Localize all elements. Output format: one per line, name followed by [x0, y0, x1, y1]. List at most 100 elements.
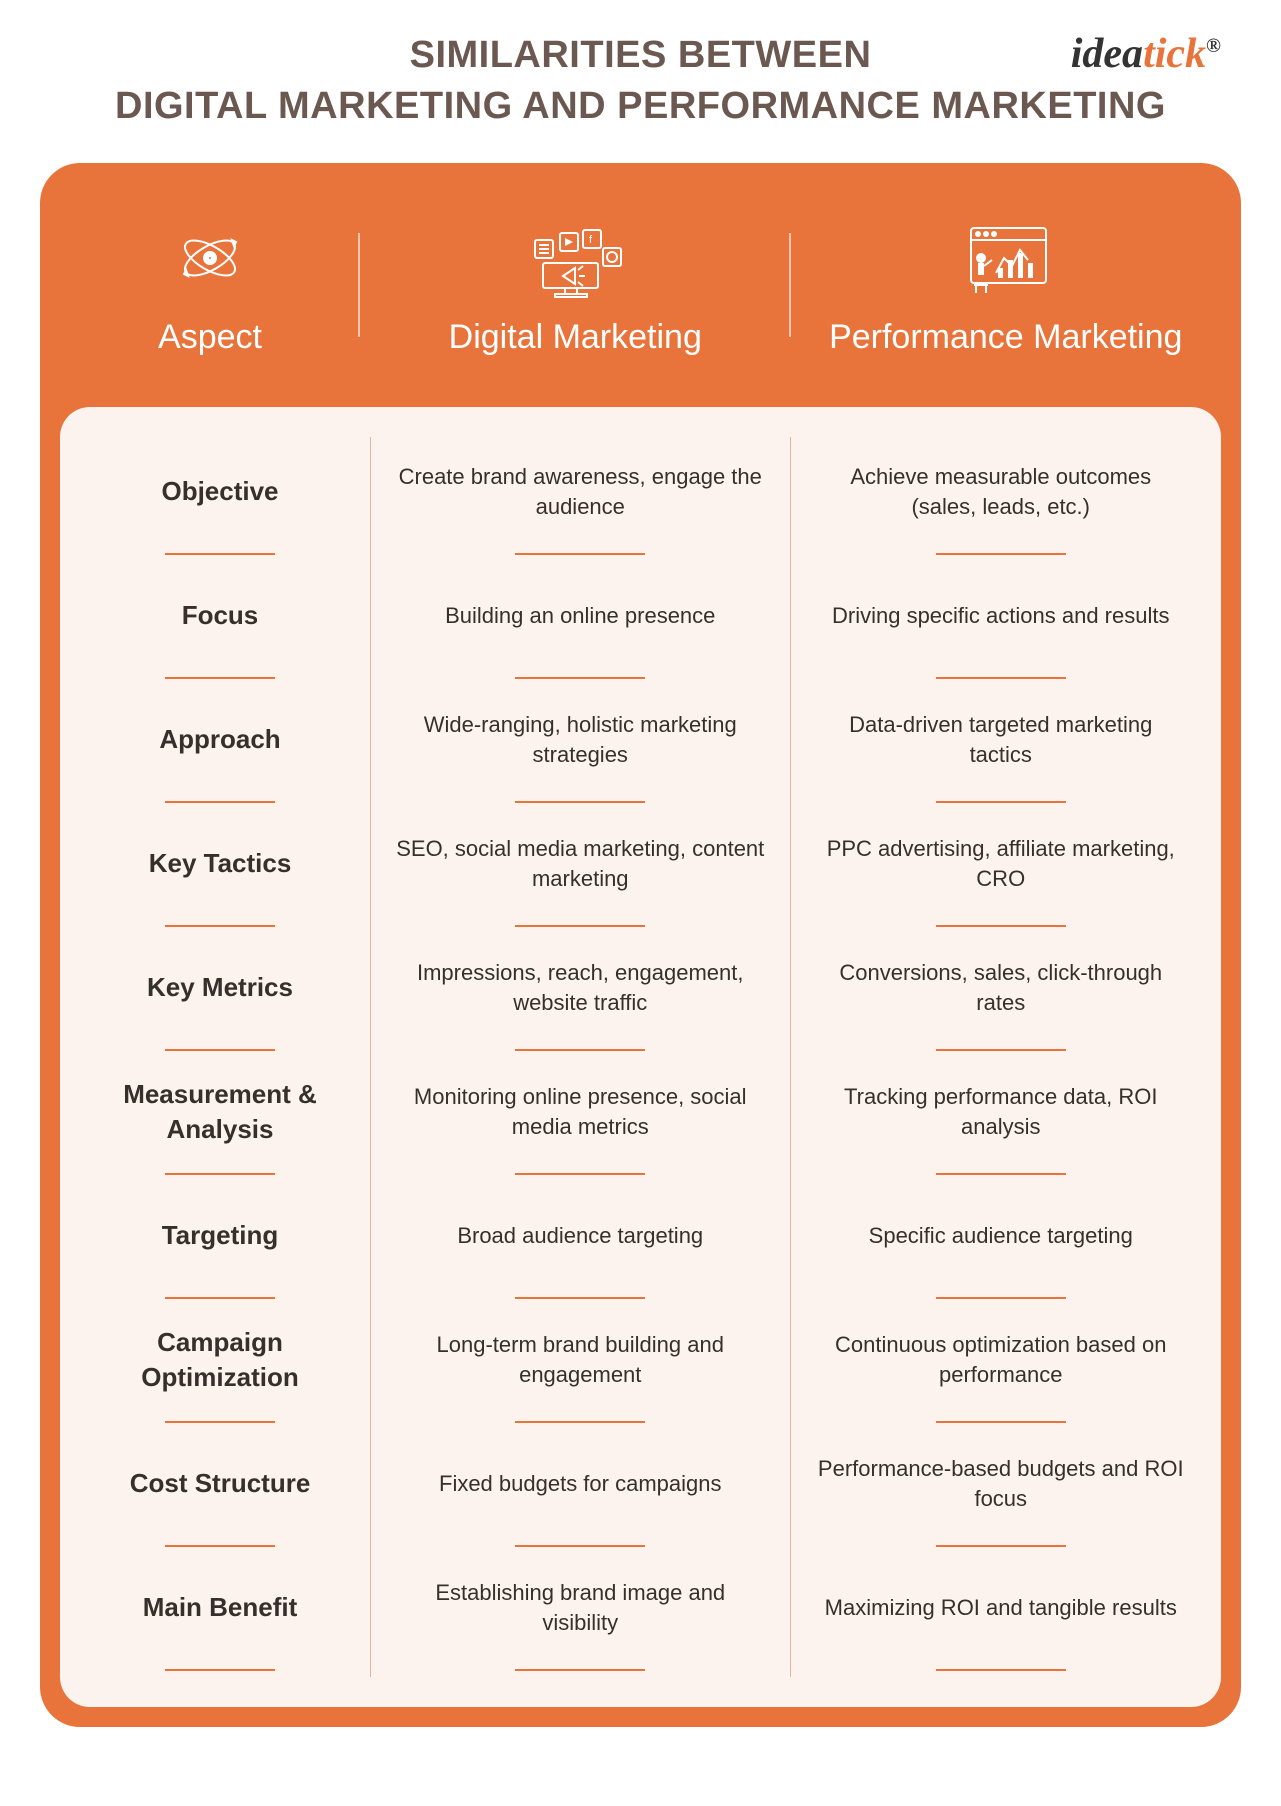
- divider: [936, 1297, 1066, 1299]
- digital-cell: Fixed budgets for campaigns: [371, 1429, 790, 1539]
- svg-text:f: f: [589, 234, 593, 246]
- divider: [165, 1421, 275, 1423]
- aspect-cell: Key Tactics: [70, 809, 370, 919]
- aspect-cell: Focus: [70, 561, 370, 671]
- performance-cell: PPC advertising, affiliate marketing, CR…: [791, 809, 1212, 919]
- aspect-label: Measurement & Analysis: [95, 1077, 345, 1147]
- digital-cell: Create brand awareness, engage the audie…: [371, 437, 790, 547]
- divider: [936, 677, 1066, 679]
- atom-icon: [80, 213, 340, 303]
- digital-cell: Monitoring online presence, social media…: [371, 1057, 790, 1167]
- divider: [515, 1297, 645, 1299]
- divider: [936, 1173, 1066, 1175]
- performance-text: Performance-based budgets and ROI focus: [816, 1454, 1187, 1513]
- divider: [936, 1049, 1066, 1051]
- aspect-cell: Measurement & Analysis: [70, 1057, 370, 1167]
- comparison-card: Aspect f: [40, 163, 1241, 1727]
- page-header: SIMILARITIES BETWEEN DIGITAL MARKETING A…: [40, 30, 1241, 133]
- digital-cell: Building an online presence: [371, 561, 790, 671]
- divider: [165, 801, 275, 803]
- aspect-label: Cost Structure: [130, 1466, 311, 1501]
- digital-text: Long-term brand building and engagement: [396, 1330, 765, 1389]
- performance-cell: Achieve measurable outcomes (sales, lead…: [791, 437, 1212, 547]
- performance-text: Conversions, sales, click-through rates: [816, 958, 1187, 1017]
- divider: [936, 1421, 1066, 1423]
- page-title-line2: DIGITAL MARKETING AND PERFORMANCE MARKET…: [40, 81, 1241, 132]
- performance-cell: Conversions, sales, click-through rates: [791, 933, 1212, 1043]
- divider: [515, 1421, 645, 1423]
- performance-text: Tracking performance data, ROI analysis: [816, 1082, 1187, 1141]
- performance-cell: Maximizing ROI and tangible results: [791, 1553, 1212, 1663]
- divider: [515, 553, 645, 555]
- aspect-cell: Targeting: [70, 1181, 370, 1291]
- digital-text: Create brand awareness, engage the audie…: [396, 462, 765, 521]
- table-header: Aspect f: [40, 163, 1241, 407]
- digital-text: Monitoring online presence, social media…: [396, 1082, 765, 1141]
- performance-text: Achieve measurable outcomes (sales, lead…: [816, 462, 1187, 521]
- header-label-digital: Digital Marketing: [380, 318, 771, 357]
- brand-logo: ideatick®: [1071, 30, 1221, 78]
- digital-cell: Wide-ranging, holistic marketing strateg…: [371, 685, 790, 795]
- digital-column: Create brand awareness, engage the audie…: [370, 437, 791, 1677]
- table-body: Objective Focus Approach Key Tactics Key Met…: [60, 407, 1221, 1707]
- digital-text: SEO, social media marketing, content mar…: [396, 834, 765, 893]
- digital-text: Impressions, reach, engagement, website …: [396, 958, 765, 1017]
- digital-cell: Long-term brand building and engagement: [371, 1305, 790, 1415]
- megaphone-icon: f: [380, 213, 771, 303]
- aspect-label: Targeting: [162, 1218, 279, 1253]
- divider: [165, 925, 275, 927]
- aspect-label: Objective: [161, 474, 278, 509]
- performance-text: Data-driven targeted marketing tactics: [816, 710, 1187, 769]
- aspect-label: Approach: [159, 722, 280, 757]
- performance-text: Maximizing ROI and tangible results: [825, 1593, 1177, 1623]
- divider: [936, 553, 1066, 555]
- performance-text: Driving specific actions and results: [832, 601, 1169, 631]
- divider: [515, 1545, 645, 1547]
- divider: [515, 1049, 645, 1051]
- performance-cell: Tracking performance data, ROI analysis: [791, 1057, 1212, 1167]
- digital-cell: SEO, social media marketing, content mar…: [371, 809, 790, 919]
- performance-text: Continuous optimization based on perform…: [816, 1330, 1187, 1389]
- aspect-cell: Campaign Optimization: [70, 1305, 370, 1415]
- digital-cell: Establishing brand image and visibility: [371, 1553, 790, 1663]
- header-col-digital: f Digital Marketing: [360, 203, 791, 367]
- aspect-cell: Key Metrics: [70, 933, 370, 1043]
- header-label-performance: Performance Marketing: [811, 318, 1202, 357]
- digital-text: Wide-ranging, holistic marketing strateg…: [396, 710, 765, 769]
- aspect-cell: Main Benefit: [70, 1553, 370, 1663]
- divider: [936, 1669, 1066, 1671]
- digital-cell: Broad audience targeting: [371, 1181, 790, 1291]
- divider: [165, 1669, 275, 1671]
- divider: [165, 1173, 275, 1175]
- performance-cell: Driving specific actions and results: [791, 561, 1212, 671]
- page-title-line1: SIMILARITIES BETWEEN: [40, 30, 1241, 81]
- divider: [936, 1545, 1066, 1547]
- divider: [515, 1173, 645, 1175]
- header-col-aspect: Aspect: [60, 203, 360, 367]
- performance-text: PPC advertising, affiliate marketing, CR…: [816, 834, 1187, 893]
- title-block: SIMILARITIES BETWEEN DIGITAL MARKETING A…: [40, 30, 1241, 133]
- aspect-column: Objective Focus Approach Key Tactics Key Met…: [70, 437, 370, 1677]
- aspect-label: Campaign Optimization: [95, 1325, 345, 1395]
- header-col-performance: Performance Marketing: [791, 203, 1222, 367]
- divider: [165, 677, 275, 679]
- divider: [936, 801, 1066, 803]
- performance-cell: Data-driven targeted marketing tactics: [791, 685, 1212, 795]
- aspect-label: Key Tactics: [149, 846, 292, 881]
- aspect-cell: Cost Structure: [70, 1429, 370, 1539]
- divider: [515, 677, 645, 679]
- performance-text: Specific audience targeting: [869, 1221, 1133, 1251]
- digital-text: Fixed budgets for campaigns: [439, 1469, 722, 1499]
- digital-cell: Impressions, reach, engagement, website …: [371, 933, 790, 1043]
- divider: [165, 1297, 275, 1299]
- divider: [515, 925, 645, 927]
- aspect-cell: Objective: [70, 437, 370, 547]
- aspect-label: Main Benefit: [143, 1590, 298, 1625]
- aspect-label: Focus: [182, 598, 259, 633]
- divider: [165, 1545, 275, 1547]
- divider: [515, 801, 645, 803]
- digital-text: Building an online presence: [445, 601, 715, 631]
- performance-column: Achieve measurable outcomes (sales, lead…: [791, 437, 1212, 1677]
- digital-text: Broad audience targeting: [457, 1221, 703, 1251]
- divider: [165, 553, 275, 555]
